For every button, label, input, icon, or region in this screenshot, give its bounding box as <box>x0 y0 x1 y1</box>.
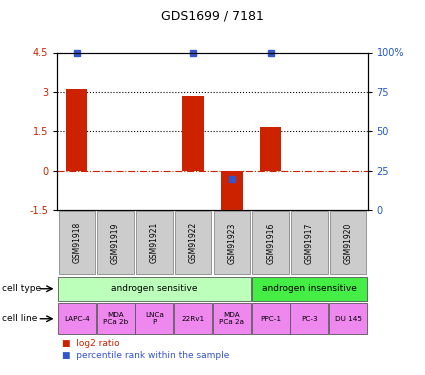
Text: androgen sensitive: androgen sensitive <box>111 284 198 293</box>
Bar <box>291 211 328 274</box>
Text: GSM91918: GSM91918 <box>72 222 81 263</box>
Text: GSM91919: GSM91919 <box>111 222 120 264</box>
Bar <box>174 303 212 334</box>
Bar <box>96 303 135 334</box>
Bar <box>290 303 329 334</box>
Text: cell type: cell type <box>2 284 41 293</box>
Bar <box>252 303 290 334</box>
Text: GSM91916: GSM91916 <box>266 222 275 264</box>
Bar <box>58 277 251 301</box>
Text: GSM91920: GSM91920 <box>344 222 353 264</box>
Bar <box>97 211 134 274</box>
Text: GSM91923: GSM91923 <box>227 222 236 264</box>
Text: MDA
PCa 2a: MDA PCa 2a <box>219 312 244 325</box>
Bar <box>175 211 211 274</box>
Bar <box>182 96 204 171</box>
Text: DU 145: DU 145 <box>335 316 362 322</box>
Text: PPC-1: PPC-1 <box>260 316 281 322</box>
Text: androgen insensitive: androgen insensitive <box>262 284 357 293</box>
Text: ■  log2 ratio: ■ log2 ratio <box>62 339 119 348</box>
Text: ■  percentile rank within the sample: ■ percentile rank within the sample <box>62 351 229 360</box>
Text: LAPC-4: LAPC-4 <box>64 316 90 322</box>
Bar <box>252 277 367 301</box>
Bar <box>66 89 88 171</box>
Text: MDA
PCa 2b: MDA PCa 2b <box>103 312 128 325</box>
Text: PC-3: PC-3 <box>301 316 318 322</box>
Bar <box>330 211 366 274</box>
Bar <box>329 303 367 334</box>
Bar <box>260 128 281 171</box>
Text: GSM91921: GSM91921 <box>150 222 159 263</box>
Text: cell line: cell line <box>2 314 37 323</box>
Bar <box>213 303 251 334</box>
Text: 22Rv1: 22Rv1 <box>181 316 205 322</box>
Text: LNCa
P: LNCa P <box>145 312 164 325</box>
Bar <box>136 211 173 274</box>
Bar <box>214 211 250 274</box>
Bar <box>58 303 96 334</box>
Bar <box>135 303 173 334</box>
Text: GDS1699 / 7181: GDS1699 / 7181 <box>161 9 264 22</box>
Text: GSM91922: GSM91922 <box>189 222 198 263</box>
Text: GSM91917: GSM91917 <box>305 222 314 264</box>
Bar <box>59 211 95 274</box>
Bar <box>221 171 243 211</box>
Bar <box>252 211 289 274</box>
